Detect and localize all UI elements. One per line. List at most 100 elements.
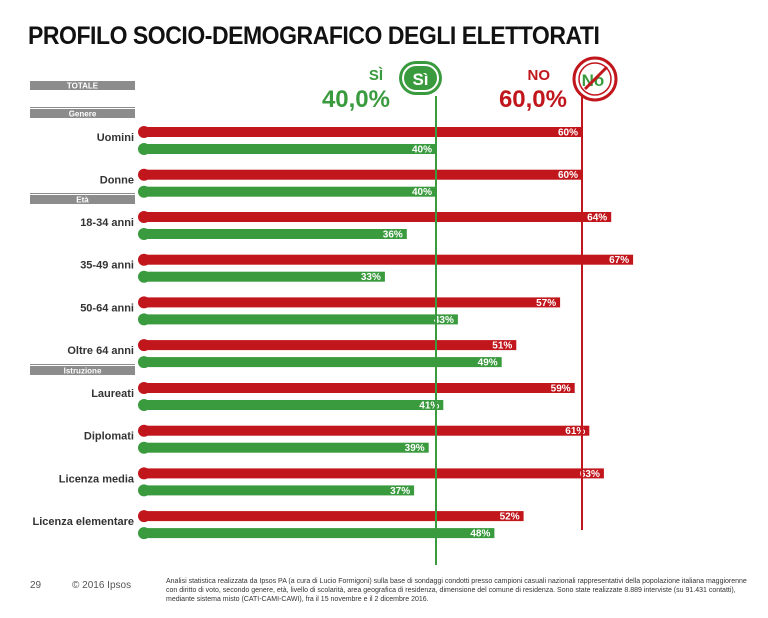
si-label: SÌ	[369, 67, 383, 84]
category-label: Licenza media	[59, 473, 135, 485]
value-label-no: 64%	[587, 213, 607, 224]
si-total-value: 40,0%	[322, 86, 390, 113]
no-badge-ring	[578, 62, 612, 96]
chart-row: 50-64 anni 57% 43%	[80, 296, 561, 326]
page-title: PROFILO SOCIO-DEMOGRAFICO DEGLI ELETTORA…	[28, 22, 600, 50]
bar-si-cap	[138, 399, 150, 411]
chart-row: Uomini 60% 40%	[97, 126, 582, 156]
no-badge-slash	[583, 65, 609, 91]
value-label-si: 41%	[419, 401, 439, 412]
value-label-no: 60%	[558, 170, 578, 181]
bar-si	[144, 442, 429, 453]
value-label-si: 33%	[361, 272, 381, 283]
bar-no-cap	[138, 424, 150, 437]
bar-si-cap	[138, 228, 150, 240]
value-label-no: 60%	[558, 128, 578, 139]
chart-row: Oltre 64 anni 51% 49%	[67, 339, 517, 369]
bar-si	[144, 144, 436, 154]
category-label: Licenza elementare	[33, 516, 135, 528]
si-badge-text: Sì	[412, 70, 428, 89]
bar-no	[144, 340, 517, 351]
bar-no	[144, 127, 582, 137]
methodology-note: Analisi statistica realizzata da Ipsos P…	[166, 578, 747, 603]
bar-no-cap	[138, 296, 150, 309]
bar-si	[144, 229, 407, 239]
page-number: 29	[30, 580, 42, 591]
bar-si-cap	[138, 356, 150, 369]
bar-no-cap	[138, 211, 150, 223]
bar-si	[144, 485, 415, 496]
chart-row: Donne 60% 40%	[100, 168, 582, 198]
chart-row: 18-34 anni 64% 36%	[80, 211, 612, 241]
value-label-no: 51%	[492, 341, 512, 352]
copyright: © 2016 Ipsos	[72, 580, 132, 591]
si-badge-icon	[399, 61, 442, 95]
value-label-si: 39%	[405, 443, 425, 454]
bar-no-cap	[138, 467, 150, 480]
total-header-label: TOTALE	[67, 82, 99, 91]
section-header-label: Età	[76, 196, 89, 205]
no-label: NO	[528, 67, 551, 84]
value-label-no: 67%	[609, 255, 629, 266]
bar-no-cap	[138, 253, 150, 266]
bar-no	[144, 383, 575, 393]
bar-no-cap	[138, 510, 150, 523]
bar-si-cap	[138, 185, 150, 198]
value-label-si: 37%	[390, 486, 410, 497]
value-label-no: 52%	[500, 512, 520, 523]
section-header-bar	[30, 195, 135, 204]
chart-row: Diplomati 61% 39%	[84, 424, 590, 454]
bar-si	[144, 357, 502, 368]
bar-si-cap	[138, 270, 150, 283]
bar-no	[144, 468, 604, 479]
total-header-bar	[30, 81, 135, 90]
bar-no	[144, 425, 590, 436]
section-header-label: Istruzione	[64, 367, 102, 376]
value-label-si: 43%	[434, 315, 454, 326]
section-header-bar	[30, 366, 135, 375]
category-label: Laureati	[91, 388, 134, 400]
category-label: Diplomati	[84, 431, 134, 443]
chart-row: Licenza media 63% 37%	[59, 467, 604, 497]
chart-row: 35-49 anni 67% 33%	[80, 253, 634, 283]
section-header-label: Genere	[69, 110, 97, 119]
bar-si	[144, 186, 436, 197]
category-label: Oltre 64 anni	[67, 345, 134, 357]
bar-si-cap	[138, 313, 150, 326]
category-label: 35-49 anni	[80, 260, 134, 272]
bar-si-cap	[138, 143, 150, 155]
value-label-si: 36%	[383, 230, 403, 241]
bar-no	[144, 169, 582, 180]
bar-no	[144, 511, 524, 522]
category-label: Uomini	[97, 132, 134, 144]
value-label-si: 40%	[412, 187, 432, 198]
category-label: Donne	[100, 175, 134, 187]
value-label-si: 48%	[470, 529, 490, 540]
bar-no-cap	[138, 126, 150, 138]
value-label-no: 59%	[551, 384, 571, 395]
bar-si	[144, 528, 495, 539]
value-label-si: 40%	[412, 145, 432, 156]
value-label-si: 49%	[478, 358, 498, 369]
chart-row: Licenza elementare 52% 48%	[33, 510, 524, 540]
no-total-value: 60,0%	[499, 86, 567, 113]
value-label-no: 61%	[565, 426, 585, 437]
si-badge-ring	[402, 64, 439, 92]
value-label-no: 57%	[536, 298, 556, 309]
bar-no-cap	[138, 168, 150, 181]
bar-si-cap	[138, 441, 150, 454]
category-label: 50-64 anni	[80, 302, 134, 314]
bar-si	[144, 271, 385, 282]
chart-row: Laureati 59% 41%	[91, 382, 575, 412]
category-label: 18-34 anni	[80, 217, 134, 229]
bar-no	[144, 297, 561, 308]
bar-chart: TOTALE Genere Uomini 60% 40% Donne 60% 40% Età 18…	[30, 56, 634, 565]
bar-si-cap	[138, 484, 150, 497]
bar-si	[144, 400, 444, 410]
bar-si	[144, 314, 458, 325]
section-header-bar	[30, 109, 135, 118]
bar-no	[144, 212, 612, 222]
value-label-no: 63%	[580, 469, 600, 480]
bar-no-cap	[138, 382, 150, 394]
bar-no	[144, 254, 634, 265]
